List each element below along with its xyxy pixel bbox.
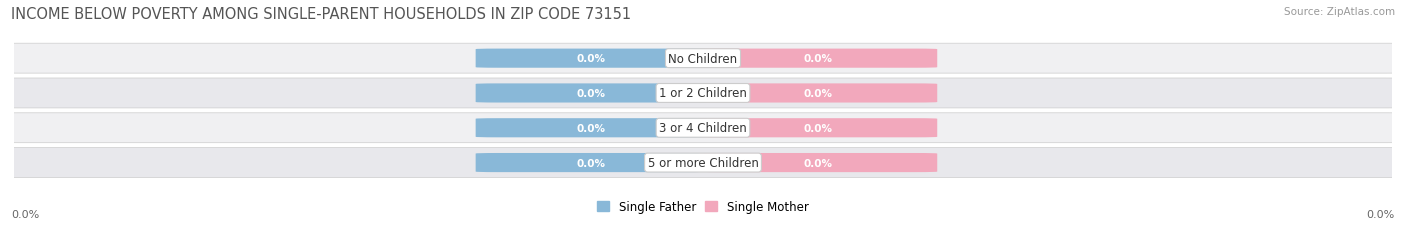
FancyBboxPatch shape xyxy=(699,153,938,172)
FancyBboxPatch shape xyxy=(475,84,707,103)
Text: 0.0%: 0.0% xyxy=(576,123,606,133)
FancyBboxPatch shape xyxy=(0,148,1406,178)
Text: Source: ZipAtlas.com: Source: ZipAtlas.com xyxy=(1284,7,1395,17)
Text: 0.0%: 0.0% xyxy=(11,210,39,219)
Text: 1 or 2 Children: 1 or 2 Children xyxy=(659,87,747,100)
Legend: Single Father, Single Mother: Single Father, Single Mother xyxy=(598,200,808,213)
Text: 0.0%: 0.0% xyxy=(576,88,606,99)
Text: 0.0%: 0.0% xyxy=(1367,210,1395,219)
Text: 0.0%: 0.0% xyxy=(576,54,606,64)
FancyBboxPatch shape xyxy=(475,49,707,68)
FancyBboxPatch shape xyxy=(699,119,938,138)
Text: 0.0%: 0.0% xyxy=(576,158,606,168)
FancyBboxPatch shape xyxy=(475,153,707,172)
Text: 0.0%: 0.0% xyxy=(804,54,832,64)
Text: 5 or more Children: 5 or more Children xyxy=(648,156,758,169)
Text: 0.0%: 0.0% xyxy=(804,88,832,99)
Text: 0.0%: 0.0% xyxy=(804,158,832,168)
Text: 0.0%: 0.0% xyxy=(804,123,832,133)
FancyBboxPatch shape xyxy=(699,84,938,103)
FancyBboxPatch shape xyxy=(475,119,707,138)
Text: No Children: No Children xyxy=(668,52,738,65)
FancyBboxPatch shape xyxy=(699,49,938,68)
FancyBboxPatch shape xyxy=(0,79,1406,109)
FancyBboxPatch shape xyxy=(0,113,1406,143)
FancyBboxPatch shape xyxy=(0,44,1406,74)
Text: 3 or 4 Children: 3 or 4 Children xyxy=(659,122,747,135)
Text: INCOME BELOW POVERTY AMONG SINGLE-PARENT HOUSEHOLDS IN ZIP CODE 73151: INCOME BELOW POVERTY AMONG SINGLE-PARENT… xyxy=(11,7,631,22)
